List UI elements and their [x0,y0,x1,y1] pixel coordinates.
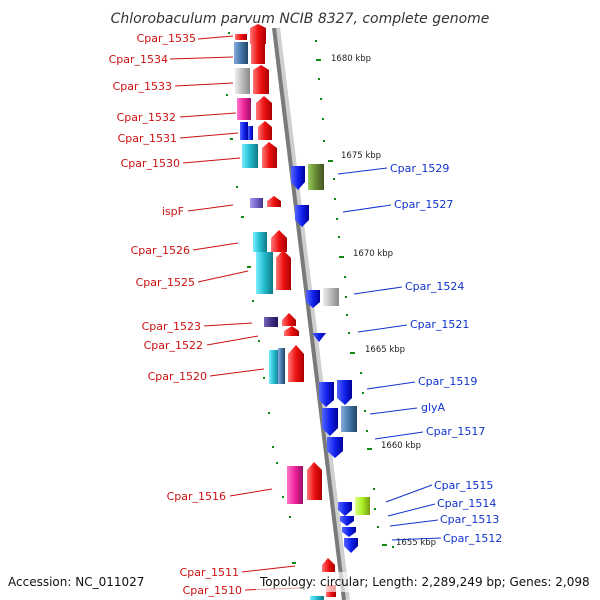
left-leader-lines [169,35,301,591]
gene-cpar-1525-arrow [276,250,291,290]
gene-cpar-1519-a [319,382,334,407]
footer-backdrop [256,572,596,592]
gene-cpar-1523 [264,317,278,327]
gene-label: Cpar_1523 [142,320,201,333]
gene-label: Cpar_1532 [117,111,176,124]
gene-cpar-1522 [284,326,299,336]
gene-cpar-1529 [308,164,324,190]
gene-cpar-1513 [342,527,356,537]
gene-label: Cpar_1512 [443,532,502,545]
gene-cpar-1520-arrow [288,345,304,382]
topology-text: Topology: circular; Length: 2,289,249 bp… [259,575,590,589]
gene-label: Cpar_1524 [405,280,464,293]
gene-cpar-1533 [235,68,250,94]
gene-cpar-1530 [242,144,258,168]
gene-label: Cpar_1520 [148,370,207,383]
left-gene-labels: Cpar_1535 Cpar_1534 Cpar_1533 Cpar_1532 … [109,32,242,597]
gene-cpar-1514 [338,502,352,516]
gene-cpar-1533-arrow [253,65,269,94]
gene-cpar-1534-arrow [251,40,265,64]
gene-cpar-1531b [248,126,253,140]
gene-label: Cpar_1534 [109,53,168,66]
gene-cpar-1524 [323,288,339,306]
gene-label: Cpar_1513 [440,513,499,526]
gene-label: Cpar_1525 [136,276,195,289]
gene-label: Cpar_1529 [390,162,449,175]
gene-label: Cpar_1527 [394,198,453,211]
scale-ticks [226,32,394,590]
gene-cpar-1517 [327,437,343,458]
gene-cpar-1530-arrow [262,142,277,168]
gene-cpar-1520b [278,348,285,384]
reverse-strand-genes [234,24,336,600]
scale-label: 1670 kbp [353,249,393,259]
gene-label: Cpar_1531 [118,132,177,145]
gene-cpar-1531-arrow [258,121,272,140]
gene-label: Cpar_1535 [137,32,196,45]
gene-cpar-1510 [310,596,324,600]
gene-label: Cpar_1516 [167,490,226,503]
gene-cpar-1515 [355,497,370,515]
gene-label: Cpar_1533 [113,80,172,93]
gene-label: Cpar_1515 [434,479,493,492]
gene-cpar-1526-arrow [271,230,287,252]
gene-label: ispF [162,205,184,218]
gene-cpar-1524-a [306,290,320,308]
gene-cpar-1532 [237,98,251,120]
scale-label: 1660 kbp [381,441,421,451]
gene-glya [341,406,357,432]
gene-cpar-1516 [287,466,303,504]
gene-cpar-1516-arrow [307,462,322,500]
gene-label: Cpar_1519 [418,375,477,388]
scale-label: 1675 kbp [341,151,381,161]
gene-label: glyA [421,401,446,414]
gene-glya-a [322,408,338,436]
gene-cpar-1519 [337,380,352,405]
gene-label: Cpar_1521 [410,318,469,331]
scale-label: 1680 kbp [331,54,371,64]
gene-label: Cpar_1510 [183,584,242,597]
gene-cpar-1521 [312,333,326,342]
gene-ispf-arrow [267,196,281,207]
gene-cpar-1535 [235,34,247,40]
scale-label: 1655 kbp [396,538,436,548]
gene-cpar-1532-arrow [256,96,272,120]
gene-cpar-1534 [234,42,248,64]
gene-cpar-1531 [240,122,248,140]
genome-backbone [272,27,346,600]
gene-ispf [250,198,263,208]
gene-label: Cpar_1511 [180,566,239,579]
gene-label: Cpar_1530 [121,157,180,170]
scale-label: 1665 kbp [365,345,405,355]
gene-cpar-1523-arrow [282,313,296,326]
forward-strand-genes [291,164,370,553]
gene-cpar-1520 [269,350,279,384]
gene-cpar-1535-arrow [250,24,266,44]
gene-cpar-1526 [253,232,267,252]
gene-label: Cpar_1514 [437,497,496,510]
gene-cpar-1527 [295,205,309,227]
gene-cpar-1513-a [340,516,354,526]
gene-cpar-1511 [322,558,335,572]
right-leader-lines [337,167,442,541]
gene-cpar-1512 [344,538,358,553]
gene-label: Cpar_1526 [131,244,190,257]
gene-cpar-1525 [256,252,273,294]
gene-label: Cpar_1522 [144,339,203,352]
map-title: Chlorobaculum parvum NCIB 8327, complete… [111,11,490,27]
accession-text: Accession: NC_011027 [8,575,144,589]
gene-label: Cpar_1517 [426,425,485,438]
gene-cpar-1529-a [291,166,305,190]
right-gene-labels: Cpar_1529 Cpar_1527 Cpar_1524 Cpar_1521 … [390,162,502,545]
